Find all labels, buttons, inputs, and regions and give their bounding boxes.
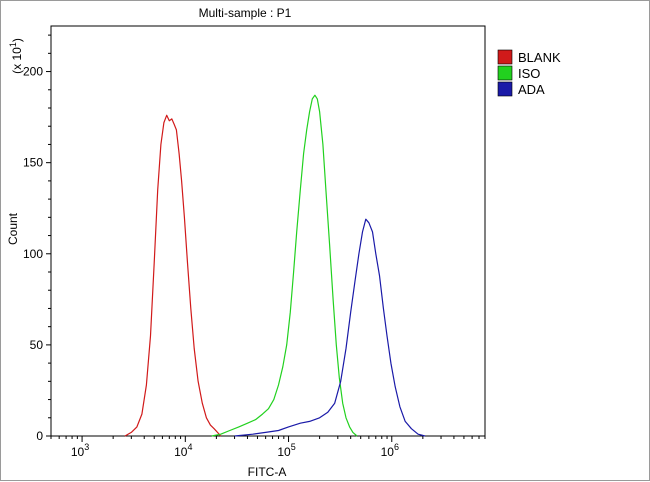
series-line-iso	[211, 94, 358, 437]
plot-area: 0 50 100 150 200 103 104 105 106	[23, 25, 486, 459]
x-axis-label: FITC-A	[248, 465, 287, 479]
series-line-blank	[124, 114, 222, 437]
y-multiplier-exp: 1	[8, 42, 18, 47]
legend-label-iso: ISO	[518, 66, 540, 81]
y-tick-label: 0	[36, 429, 43, 443]
svg-text:(x 101): (x 101)	[8, 38, 24, 74]
y-multiplier-label: (x 101)	[8, 38, 24, 74]
y-tick-label: 50	[30, 338, 44, 352]
x-tick-label: 105	[277, 442, 295, 459]
legend-label-blank: BLANK	[518, 50, 561, 65]
legend-label-ada: ADA	[518, 82, 545, 97]
legend-swatch-iso	[497, 65, 513, 81]
legend-swatch-blank	[497, 49, 513, 65]
y-axis-label-group: Count	[6, 212, 20, 245]
y-tick-label: 150	[23, 156, 43, 170]
y-multiplier-base: (x 10	[10, 47, 24, 74]
legend-swatch-ada	[497, 81, 513, 97]
x-tick-label: 106	[381, 442, 399, 459]
series-line-ada	[234, 218, 426, 437]
x-tick-label: 104	[174, 442, 192, 459]
y-tick-label: 100	[23, 247, 43, 261]
chart-title: Multi-sample : P1	[199, 6, 292, 20]
x-tick-label: 103	[71, 442, 89, 459]
y-axis-label: Count	[6, 212, 20, 245]
y-tick-label: 200	[23, 65, 43, 79]
plot-border	[50, 25, 486, 437]
